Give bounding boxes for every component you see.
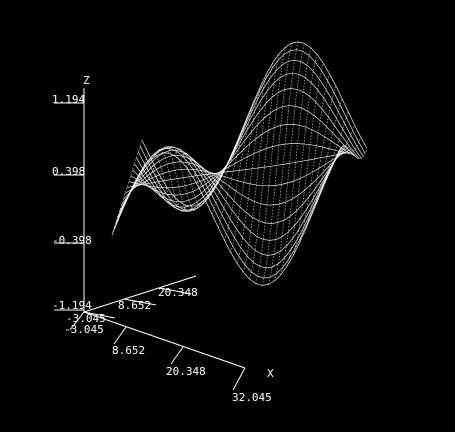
- surface-col-line: [292, 63, 324, 256]
- y-tick-mark: [123, 298, 157, 306]
- surface-col-line: [217, 114, 249, 228]
- z-tick-label: -1.194: [52, 299, 92, 312]
- surface-col-line: [286, 54, 318, 267]
- surface-col-line: [199, 158, 230, 190]
- surface-col-line: [261, 42, 293, 286]
- surface-row-line: [121, 145, 347, 224]
- surface-col-line: [117, 153, 149, 221]
- z-axis-label: Z: [83, 74, 90, 87]
- z-tick-label: -0.398: [52, 234, 92, 247]
- x-tick-label: 32.045: [232, 391, 272, 404]
- y-tick-label: 8.652: [118, 299, 151, 312]
- surface-row-line: [123, 146, 349, 206]
- surface-col-line: [255, 46, 287, 284]
- x-tick-mark: [170, 346, 184, 365]
- x-axis-line: [83, 311, 246, 369]
- x-tick-mark: [69, 311, 85, 331]
- surface-col-line: [192, 166, 224, 183]
- surface-col-line: [224, 99, 255, 241]
- axis-lines: [54, 88, 246, 391]
- surface-col-line: [180, 153, 212, 200]
- z-tick-label: 1.194: [52, 93, 85, 106]
- surface-col-line: [167, 146, 199, 211]
- surface-col-line: [236, 72, 268, 264]
- surface-col-line: [174, 148, 205, 207]
- x-tick-mark: [232, 367, 246, 391]
- surface-col-line: [299, 73, 330, 243]
- y-tick-label: 20.348: [158, 286, 198, 299]
- surface-col-line: [155, 149, 187, 212]
- surface-col-line: [317, 111, 349, 200]
- surface-col-line: [186, 159, 218, 192]
- surface-col-line: [161, 146, 193, 213]
- surface-col-line: [149, 154, 180, 209]
- z-tick-label: 0.398: [52, 165, 85, 178]
- x-axis-label: X: [267, 367, 274, 380]
- surface-col-line: [136, 169, 168, 197]
- y-axis-line: [83, 275, 197, 313]
- x-tick-mark: [113, 326, 127, 345]
- y-tick-mark: [159, 287, 192, 295]
- surface-col-line: [305, 85, 337, 230]
- surface-col-line: [280, 47, 312, 275]
- surface-mesh: [111, 41, 368, 286]
- surface-col-line: [142, 161, 174, 203]
- surface-col-line: [330, 137, 362, 170]
- surface-col-line: [267, 41, 299, 285]
- surface-col-line: [249, 53, 280, 280]
- y-tick-mark: [83, 311, 116, 319]
- surface-col-line: [211, 129, 243, 215]
- x-tick-label: -3.045: [64, 323, 104, 336]
- surface-col-line: [242, 61, 274, 273]
- surface-col-line: [336, 144, 368, 160]
- surface-col-line: [230, 85, 262, 253]
- x-tick-label: 8.652: [112, 344, 145, 357]
- x-tick-label: 20.348: [166, 365, 206, 378]
- y-tick-label: -3.045: [66, 312, 106, 325]
